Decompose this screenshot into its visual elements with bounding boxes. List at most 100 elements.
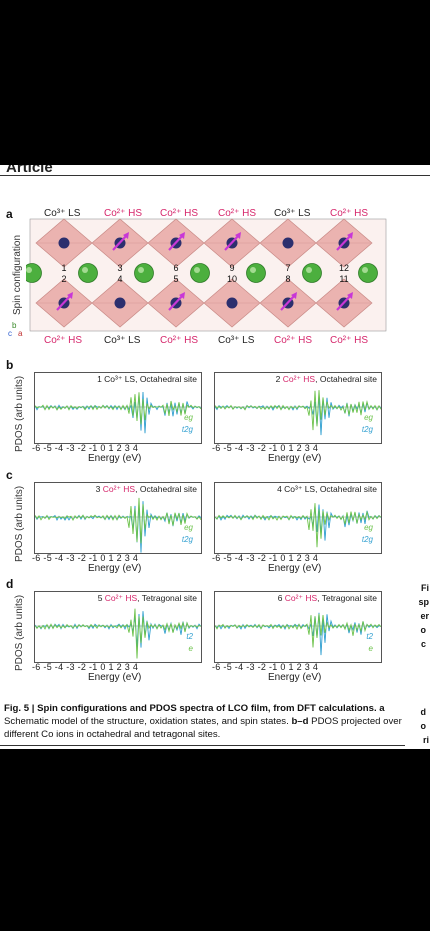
pdos-curves xyxy=(215,503,381,548)
top-ion-label: Co²⁺ HS xyxy=(330,208,369,219)
cobalt-atom xyxy=(226,297,238,309)
figure-caption: Fig. 5 | Spin configurations and PDOS sp… xyxy=(4,702,404,741)
site-number: 5 xyxy=(173,274,178,284)
spin-arrow xyxy=(168,234,184,251)
spin-arrowhead xyxy=(347,232,353,239)
pdos-curves xyxy=(35,391,201,434)
energy-ticks: -6 -5 -4 -3 -2 -1 0 1 2 3 4 xyxy=(32,443,139,453)
spin-arrow xyxy=(336,294,352,311)
side-column-text: Fi xyxy=(421,583,429,593)
top-ion-label: Co²⁺ HS xyxy=(218,208,257,219)
spin-arrow xyxy=(280,294,296,311)
green-atom xyxy=(26,263,42,283)
pdos-plot: 4 Co³⁺ LS, Octahedral site eg t2g xyxy=(214,482,382,554)
side-column-text: c xyxy=(420,639,426,649)
eg-curve xyxy=(35,608,201,659)
pdos-title: 4 Co³⁺ LS, Octahedral site xyxy=(275,484,379,495)
site-number: 10 xyxy=(227,274,237,284)
energy-axis-label: Energy (eV) xyxy=(268,672,322,683)
atom-highlight xyxy=(194,267,200,273)
energy-axis-label: Energy (eV) xyxy=(268,453,322,464)
cobalt-atom xyxy=(114,297,126,309)
bottom-ion-label: Co²⁺ HS xyxy=(44,335,83,346)
pdos-axis-label: PDOS (arb units) xyxy=(14,594,25,671)
caption-rule xyxy=(0,745,405,746)
caption-a-label: a xyxy=(379,703,385,714)
spin-arrowhead xyxy=(67,292,73,299)
bottom-ion-label: Co³⁺ LS xyxy=(104,335,141,346)
t2g-curve xyxy=(215,612,381,656)
panel-a-label: a xyxy=(6,207,13,221)
spin-config-axis-label: Spin configuration xyxy=(12,234,23,315)
side-column-text: o xyxy=(420,721,427,731)
pdos-curves xyxy=(35,608,201,659)
atom-highlight xyxy=(82,267,88,273)
journal-section-header: Article xyxy=(6,165,53,176)
cobalt-atom xyxy=(282,237,294,249)
atom-highlight xyxy=(138,267,144,273)
legend-entry: eg xyxy=(184,413,193,422)
pdos-title: 3 Co²⁺ HS, Octahedral site xyxy=(93,484,199,495)
spin-arrow xyxy=(112,234,128,251)
legend-entry: eg xyxy=(364,523,373,532)
caption-bd-text: PDOS projected over different Co ions in… xyxy=(4,716,402,740)
green-atom xyxy=(190,263,210,283)
site-number: 1 xyxy=(61,263,66,273)
pdos-title: 2 Co²⁺ HS, Octahedral site xyxy=(273,374,379,385)
green-atom xyxy=(302,263,322,283)
green-atom xyxy=(358,263,378,283)
top-ion-label: Co³⁺ LS xyxy=(274,208,311,219)
spin-arrowhead xyxy=(347,292,353,299)
spin-arrowhead xyxy=(291,292,297,299)
pdos-title: 5 Co²⁺ HS, Tetragonal site xyxy=(95,593,199,604)
pdos-curves xyxy=(35,497,201,553)
t2g-curve xyxy=(35,501,201,553)
cobalt-atom xyxy=(58,237,70,249)
axis-c: c xyxy=(8,329,12,338)
legend-entry: e xyxy=(368,644,373,653)
pdos-title: 1 Co³⁺ LS, Octahedral site xyxy=(95,374,199,385)
atom-highlight xyxy=(26,267,32,273)
pdos-axis-label: PDOS (arb units) xyxy=(14,375,25,452)
bottom-ion-label: Co³⁺ LS xyxy=(218,335,255,346)
site-number: 7 xyxy=(285,263,290,273)
pdos-plot: 5 Co²⁺ HS, Tetragonal site t2 e xyxy=(34,591,202,663)
site-number: 4 xyxy=(117,274,122,284)
spin-arrow xyxy=(168,294,184,311)
legend-entry: t2g xyxy=(361,425,373,434)
caption-a-text: Schematic model of the structure, oxidat… xyxy=(4,716,289,727)
t2g-curve xyxy=(215,395,381,436)
spin-arrow xyxy=(224,234,240,251)
energy-axis-label: Energy (eV) xyxy=(88,453,142,464)
legend-entry: e xyxy=(188,644,193,653)
paper-page: Article a Co³⁺ LS Co²⁺ HS Co²⁺ HS Co²⁺ HS Co… xyxy=(0,165,430,749)
legend-entry: t2 xyxy=(186,632,193,641)
spin-arrowhead xyxy=(179,232,185,239)
energy-axis-label: Energy (eV) xyxy=(268,563,322,574)
energy-axis-label: Energy (eV) xyxy=(88,672,142,683)
top-ion-label: Co²⁺ HS xyxy=(160,208,199,219)
spin-arrowhead xyxy=(235,232,241,239)
site-number: 3 xyxy=(117,263,122,273)
pdos-plot: 3 Co²⁺ HS, Octahedral site eg t2g xyxy=(34,482,202,554)
eg-curve xyxy=(35,497,201,544)
legend-entry: eg xyxy=(184,523,193,532)
legend-entry: eg xyxy=(364,413,373,422)
atom-highlight xyxy=(306,267,312,273)
top-ion-label: Co²⁺ HS xyxy=(104,208,143,219)
bottom-ion-label: Co²⁺ HS xyxy=(274,335,313,346)
top-ion-label: Co³⁺ LS xyxy=(44,208,81,219)
t2g-curve xyxy=(215,504,381,541)
caption-title: Fig. 5 | Spin configurations and PDOS sp… xyxy=(4,703,377,714)
energy-ticks: -6 -5 -4 -3 -2 -1 0 1 2 3 4 xyxy=(32,662,139,672)
eg-curve xyxy=(215,503,381,548)
eg-curve xyxy=(35,392,201,425)
legend-entry: t2g xyxy=(181,425,193,434)
axis-b: b xyxy=(12,321,17,330)
spin-arrow xyxy=(336,234,352,251)
legend-entry: t2g xyxy=(181,535,193,544)
t2g-curve xyxy=(35,391,201,434)
atom-highlight xyxy=(362,267,368,273)
energy-ticks: -6 -5 -4 -3 -2 -1 0 1 2 3 4 xyxy=(212,662,319,672)
pdos-plot: 1 Co³⁺ LS, Octahedral site eg t2g xyxy=(34,372,202,444)
